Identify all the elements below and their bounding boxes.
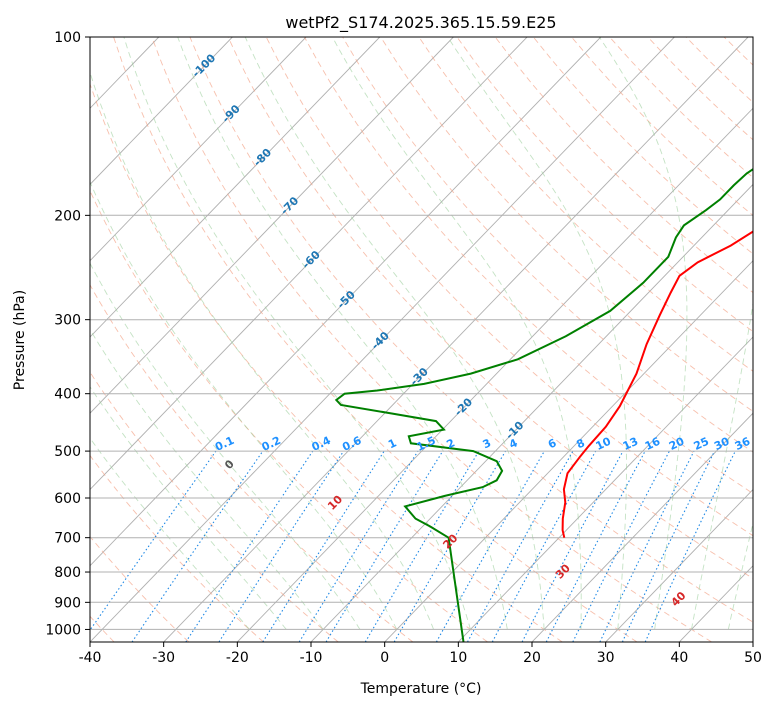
- dry-adiabat-line: [90, 189, 488, 642]
- dry-adiabat-line: [90, 454, 264, 642]
- dewpoint-profile-line: [334, 167, 753, 642]
- isotherm-line: [384, 260, 753, 642]
- mixing-ratio-line: [131, 450, 264, 642]
- y-tick-label: 300: [54, 313, 81, 329]
- mixing-ratio-label: 10: [594, 435, 614, 453]
- y-tick-label: 400: [54, 387, 81, 403]
- mixing-ratio-line: [467, 450, 574, 642]
- moist-adiabat-line: [447, 37, 627, 630]
- isotherm-line: [90, 37, 602, 567]
- x-tick-label: 30: [597, 650, 615, 666]
- isotherm-line: [457, 336, 753, 642]
- x-tick-label: 50: [744, 650, 762, 666]
- isotherm-line: [90, 37, 454, 414]
- mixing-ratio-label: 30: [712, 435, 732, 453]
- dry-adiabat-line: [456, 37, 753, 333]
- x-tick-label: 0: [380, 650, 389, 666]
- y-tick-label: 700: [54, 531, 81, 547]
- mixing-ratio-label: 16: [643, 435, 663, 453]
- x-tick-label: 20: [523, 650, 541, 666]
- dry-adiabat-line: [90, 82, 563, 642]
- mixing-ratio-line: [491, 450, 597, 642]
- x-axis-label: Temperature (°C): [360, 681, 482, 697]
- isotherm-line: [531, 412, 753, 642]
- dry-adiabat-line: [113, 37, 638, 642]
- isotherm-line: [163, 37, 749, 642]
- moist-adiabat-line: [598, 37, 688, 630]
- y-tick-label: 800: [54, 565, 81, 581]
- mixing-ratio-line: [572, 450, 670, 642]
- x-tick-label: -20: [226, 650, 249, 666]
- mixing-ratio-line: [185, 450, 314, 642]
- moist-adiabat-line: [90, 180, 398, 630]
- mixing-ratio-line: [218, 450, 345, 642]
- x-tick-label: 40: [670, 650, 688, 666]
- moist-adiabat-line: [90, 385, 287, 630]
- temperature-profile-line: [561, 230, 753, 538]
- isotherm-line: [236, 107, 753, 642]
- moist-adiabat-line: [244, 37, 545, 630]
- dry-adiabat-line: [494, 37, 753, 294]
- moist-adiabat-line: [90, 262, 361, 630]
- mixing-ratio-line: [262, 450, 385, 642]
- isotherm-line: [605, 488, 753, 642]
- plot-frame: [89, 36, 754, 643]
- moist-adiabat-line: [90, 70, 435, 630]
- x-tick-label: -30: [152, 650, 175, 666]
- mixing-ratio-label: 36: [733, 435, 753, 453]
- x-tick-label: -40: [79, 650, 102, 666]
- chart-title: wetPf2_S174.2025.365.15.59.E25: [285, 13, 556, 33]
- moist-adiabat-line: [90, 437, 250, 630]
- y-tick-label: 500: [54, 444, 81, 460]
- moist-adiabat-line: [727, 521, 753, 630]
- dry-adiabat-line: [90, 371, 339, 642]
- isotherm-line: [90, 37, 233, 186]
- y-axis-label: Pressure (hPa): [12, 290, 28, 390]
- mixing-ratio-line: [599, 450, 695, 642]
- mixing-ratio-line: [90, 450, 217, 632]
- isotherm-line: [90, 37, 307, 262]
- y-tick-label: 1000: [45, 622, 81, 638]
- mixing-ratio-line: [435, 450, 545, 642]
- isotherm-line: [90, 37, 528, 491]
- isotherm-line: [90, 37, 675, 642]
- moist-adiabat-line: [332, 37, 582, 630]
- dry-adiabat-line: [189, 37, 753, 623]
- mixing-ratio-label: 13: [621, 435, 640, 453]
- moist-adiabat-line: [123, 37, 471, 630]
- mixing-ratio-label: 25: [692, 435, 711, 453]
- moist-adiabat-line: [90, 328, 324, 630]
- mixing-ratio-label: 20: [667, 435, 687, 453]
- mixing-ratio-line: [325, 450, 444, 642]
- isotherm-line: [90, 37, 381, 338]
- y-tick-label: 900: [54, 595, 81, 611]
- moist-adiabat-line: [177, 37, 508, 630]
- y-tick-label: 200: [54, 208, 81, 224]
- y-tick-label: 100: [54, 30, 81, 46]
- x-tick-label: 10: [449, 650, 467, 666]
- dry-adiabat-line: [90, 284, 414, 642]
- y-tick-label: 600: [54, 491, 81, 507]
- x-tick-label: -10: [300, 650, 323, 666]
- moist-adiabat-line: [691, 300, 753, 630]
